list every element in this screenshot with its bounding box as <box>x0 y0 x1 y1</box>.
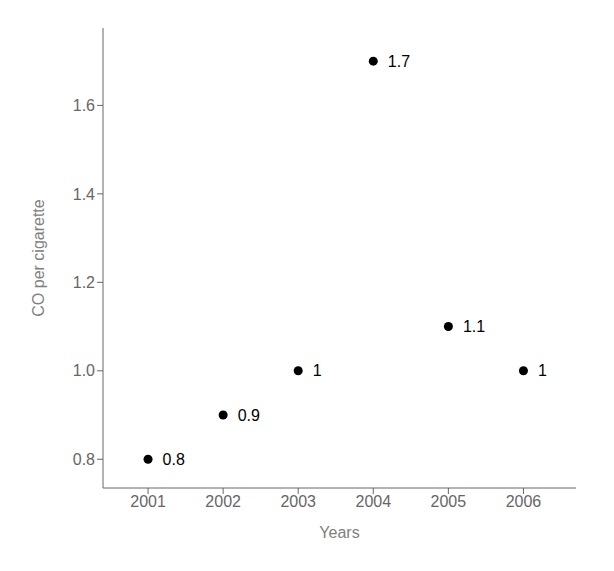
svg-text:0.9: 0.9 <box>238 407 260 424</box>
svg-text:2006: 2006 <box>506 493 542 510</box>
svg-text:CO per cigarette: CO per cigarette <box>30 199 47 316</box>
svg-text:1.4: 1.4 <box>73 186 95 203</box>
svg-text:0.8: 0.8 <box>163 451 185 468</box>
svg-text:2001: 2001 <box>130 493 166 510</box>
svg-text:1.0: 1.0 <box>73 362 95 379</box>
svg-text:1: 1 <box>538 362 547 379</box>
svg-text:2003: 2003 <box>280 493 316 510</box>
svg-text:2005: 2005 <box>431 493 467 510</box>
svg-text:2002: 2002 <box>205 493 241 510</box>
svg-text:1.1: 1.1 <box>463 318 485 335</box>
svg-text:1.2: 1.2 <box>73 274 95 291</box>
svg-text:0.8: 0.8 <box>73 451 95 468</box>
svg-text:1: 1 <box>313 362 322 379</box>
svg-text:1.7: 1.7 <box>388 53 410 70</box>
svg-text:Years: Years <box>319 524 359 541</box>
svg-text:1.6: 1.6 <box>73 97 95 114</box>
svg-text:2004: 2004 <box>355 493 391 510</box>
